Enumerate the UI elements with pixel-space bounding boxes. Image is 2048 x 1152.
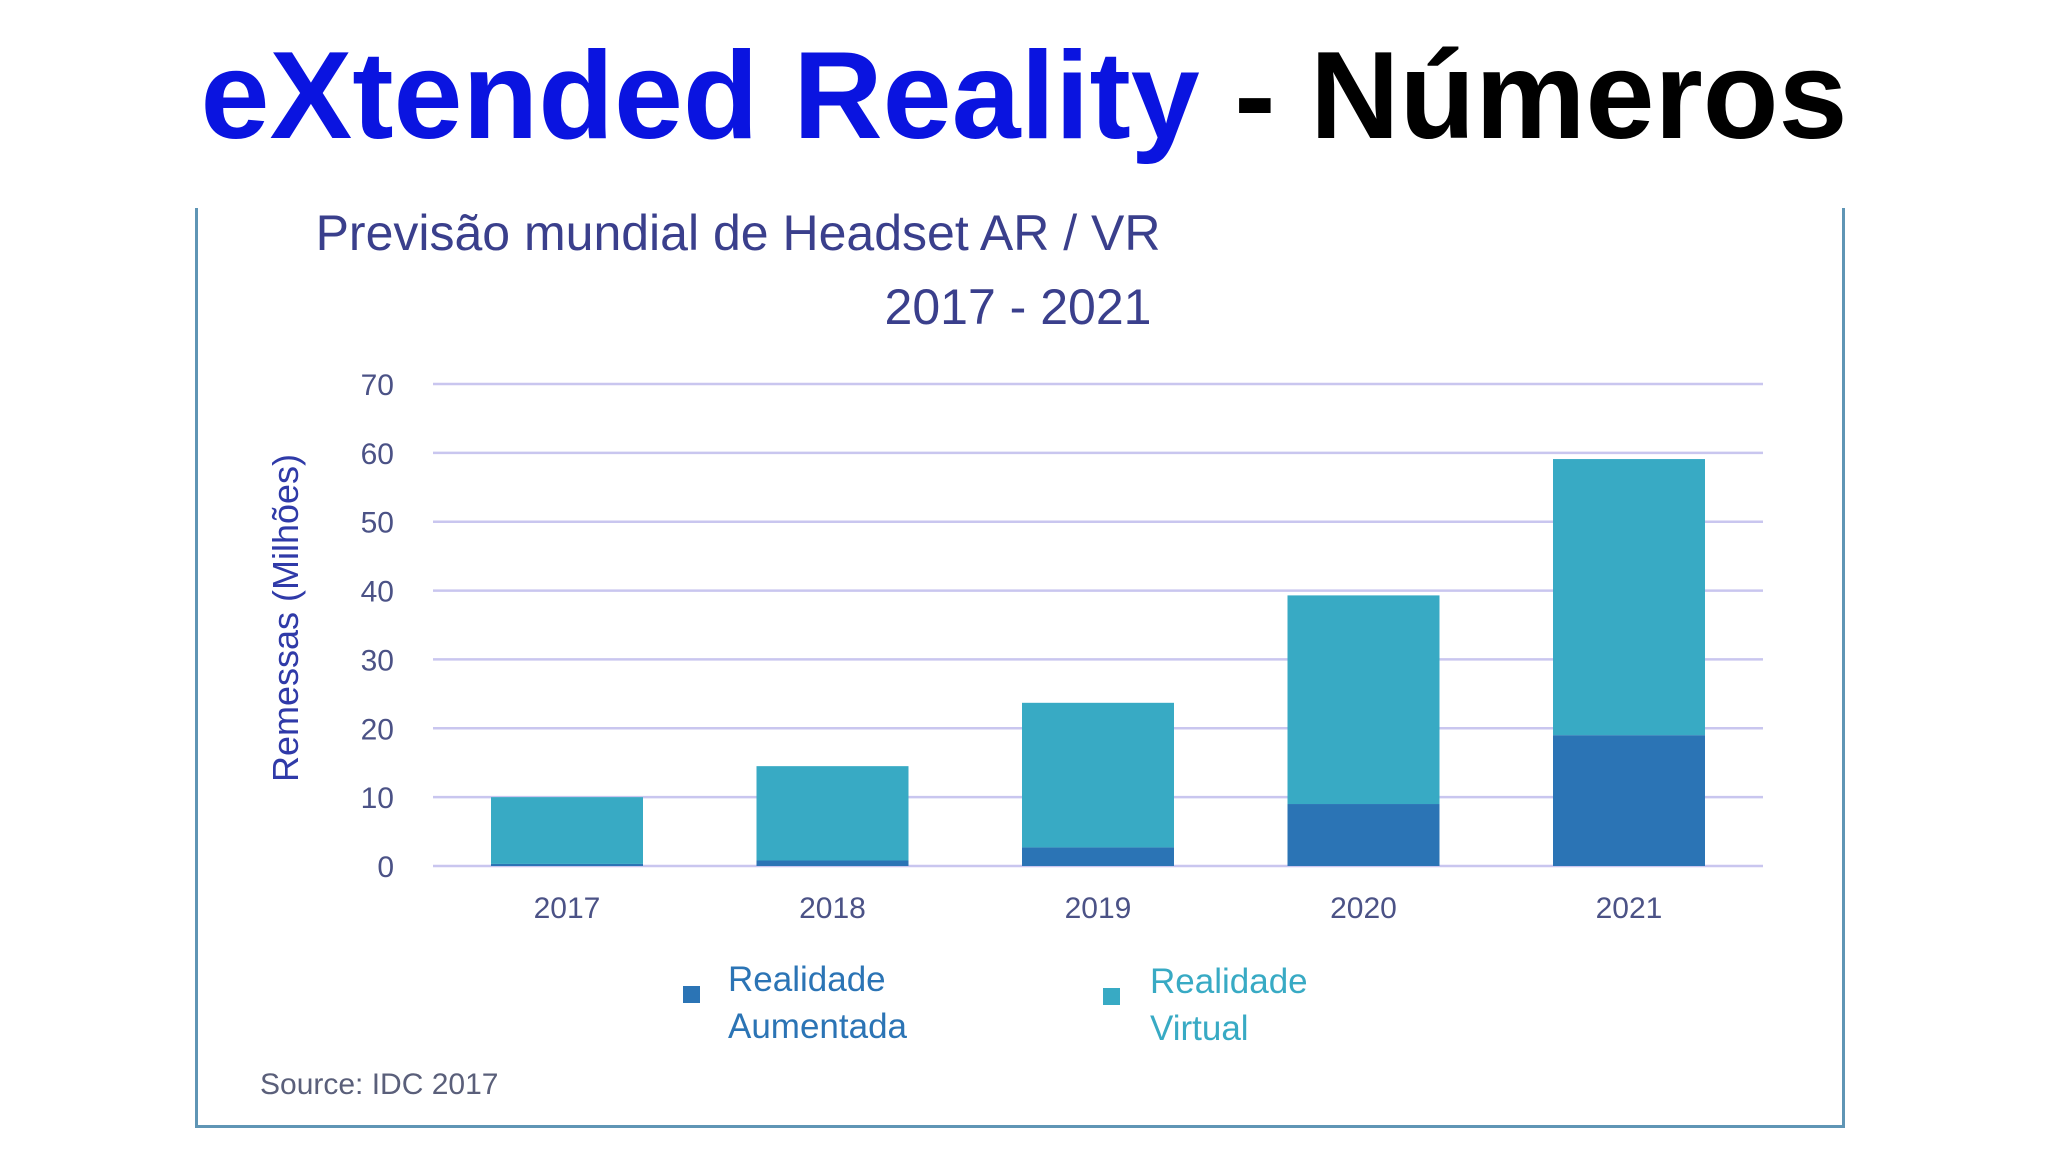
y-tick-10: 10	[361, 782, 394, 815]
chart-x-ticks: 2017 2018 2019 2020 2021	[534, 892, 1663, 925]
x-tick-2020: 2020	[1330, 892, 1397, 925]
bar-vr-2020	[1287, 595, 1440, 805]
legend-label-vr-line-2: Virtual	[1150, 1009, 1249, 1048]
legend-swatch-ar	[683, 986, 700, 1003]
slide-title: eXtended Reality - Números	[0, 26, 2048, 166]
x-tick-2019: 2019	[1065, 892, 1132, 925]
bar-ar-2021	[1553, 735, 1705, 866]
slide-title-highlight: eXtended Reality	[200, 27, 1200, 165]
y-tick-0: 0	[377, 851, 394, 884]
legend-label-vr-line-1: Realidade	[1150, 962, 1308, 1001]
y-tick-50: 50	[361, 507, 394, 540]
chart-frame: Previsão mundial de Headset AR / VR 2017…	[195, 208, 1845, 1128]
legend-swatch-vr	[1103, 988, 1120, 1005]
x-tick-2018: 2018	[799, 892, 866, 925]
chart-svg: Previsão mundial de Headset AR / VR 2017…	[260, 208, 1763, 1101]
y-tick-20: 20	[361, 713, 394, 746]
bar-vr-2017	[491, 797, 643, 864]
y-tick-30: 30	[361, 644, 394, 677]
chart-y-axis-label: Remessas (Milhões)	[265, 454, 306, 782]
y-tick-60: 60	[361, 438, 394, 471]
y-tick-40: 40	[361, 576, 394, 609]
bar-vr-2019	[1022, 702, 1174, 848]
legend-label-ar-line-2: Aumentada	[728, 1007, 908, 1046]
slide-title-suffix: - Números	[1199, 27, 1848, 165]
bar-ar-2020	[1287, 804, 1440, 866]
chart-y-ticks: 0 10 20 30 40 50 60 70	[361, 369, 394, 884]
bar-vr-2021	[1553, 459, 1705, 736]
x-tick-2021: 2021	[1596, 892, 1663, 925]
legend-label-ar-line-1: Realidade	[728, 960, 886, 999]
chart-source: Source: IDC 2017	[260, 1068, 498, 1101]
bar-vr-2018	[756, 766, 909, 861]
bar-ar-2017	[491, 863, 643, 866]
chart-subtitle: 2017 - 2021	[885, 279, 1152, 335]
bar-ar-2018	[756, 860, 909, 866]
y-tick-70: 70	[361, 369, 394, 402]
chart-bars	[491, 459, 1705, 866]
chart-legend: Realidade Aumentada Realidade Virtual	[683, 960, 1308, 1048]
bar-ar-2019	[1022, 847, 1174, 866]
chart-title: Previsão mundial de Headset AR / VR	[316, 208, 1161, 261]
x-tick-2017: 2017	[534, 892, 601, 925]
